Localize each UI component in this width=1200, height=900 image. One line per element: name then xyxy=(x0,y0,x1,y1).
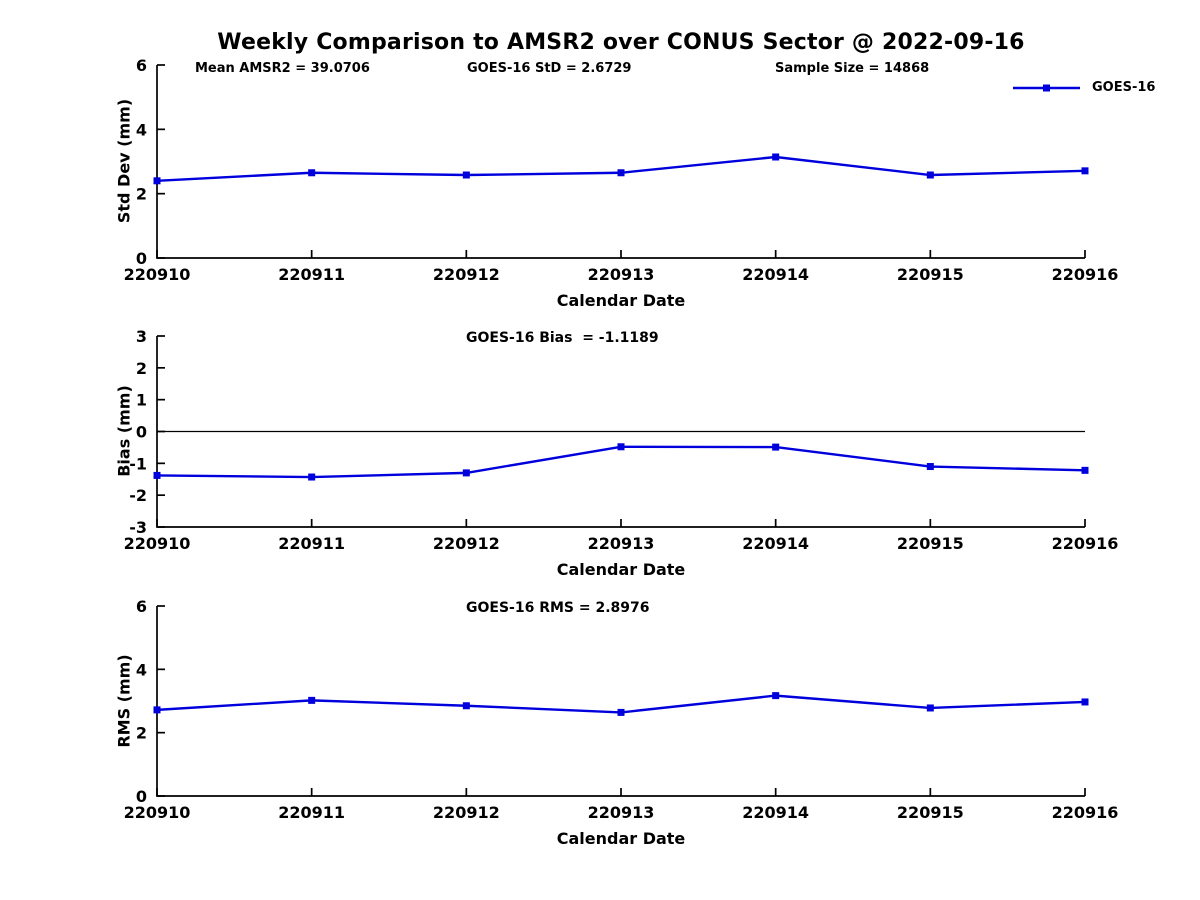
series-marker-GOES-16 xyxy=(1081,698,1089,706)
series-marker-GOES-16 xyxy=(462,469,470,477)
figure-title: Weekly Comparison to AMSR2 over CONUS Se… xyxy=(217,30,1025,55)
x-axis-label-top: Calendar Date xyxy=(556,291,686,310)
y-tick-label: 0 xyxy=(136,249,147,268)
series-marker-GOES-16 xyxy=(926,704,934,712)
x-tick-label: 220912 xyxy=(433,534,500,553)
x-tick-label: 220915 xyxy=(897,534,964,553)
x-tick-label: 220914 xyxy=(742,803,809,822)
series-marker-GOES-16 xyxy=(153,471,161,479)
y-axis-label-rms: RMS (mm) xyxy=(114,654,134,748)
stat-goes16-bias: GOES-16 Bias = -1.1189 xyxy=(466,330,659,346)
stat-mean-amsr2: Mean AMSR2 = 39.0706 xyxy=(195,61,370,76)
stat-goes16-rms: GOES-16 RMS = 2.8976 xyxy=(466,600,650,616)
y-tick-label: -2 xyxy=(129,486,147,505)
y-tick-label: 6 xyxy=(136,597,147,616)
legend-label: GOES-16 xyxy=(1092,80,1156,95)
series-marker-GOES-16 xyxy=(617,169,625,177)
x-tick-label: 220915 xyxy=(897,803,964,822)
series-marker-GOES-16 xyxy=(772,692,780,700)
x-tick-label: 220913 xyxy=(588,265,655,284)
x-tick-label: 220911 xyxy=(278,534,345,553)
y-tick-label: 0 xyxy=(136,423,147,442)
axis-spines xyxy=(156,606,1085,797)
y-tick-label: 2 xyxy=(136,359,147,378)
series-marker-GOES-16 xyxy=(308,473,316,481)
series-line-GOES-16 xyxy=(156,694,1086,714)
series-line-GOES-16 xyxy=(156,155,1086,182)
x-tick-label: 220910 xyxy=(124,534,191,553)
y-tick-label: 0 xyxy=(136,787,147,806)
y-tick-label: 4 xyxy=(136,660,147,679)
y-tick-label: -3 xyxy=(129,518,147,537)
series-marker-GOES-16 xyxy=(772,443,780,451)
y-tick-label: 2 xyxy=(136,185,147,204)
series-marker-GOES-16 xyxy=(926,171,934,179)
x-axis-label-middle: Calendar Date xyxy=(556,560,686,579)
legend: GOES-16 xyxy=(1012,80,1155,95)
x-axis-label-bottom: Calendar Date xyxy=(556,829,686,848)
plot-std-dev: 0 2 4 6 220910 220911 220912 220913 220914 220915… xyxy=(124,56,1119,284)
x-tick-label: 220911 xyxy=(278,265,345,284)
x-tick-label: 220914 xyxy=(742,265,809,284)
x-tick-label: 220916 xyxy=(1052,534,1119,553)
y-tick-label: 2 xyxy=(136,724,147,743)
x-tick-label: 220914 xyxy=(742,534,809,553)
y-tick-label: 4 xyxy=(136,120,147,139)
series-marker-GOES-16 xyxy=(1081,167,1089,175)
y-tick-label: 6 xyxy=(136,56,147,75)
series-marker-GOES-16 xyxy=(1081,466,1089,474)
series-marker-GOES-16 xyxy=(926,463,934,471)
x-tick-label: 220910 xyxy=(124,803,191,822)
x-tick-label: 220916 xyxy=(1052,265,1119,284)
y-tick-label: 3 xyxy=(136,327,147,346)
legend-line-marker-icon xyxy=(1013,84,1080,91)
x-tick-label: 220912 xyxy=(433,803,500,822)
plot-rms: 0 2 4 6 220910 220911 220912 220913 220914 220915… xyxy=(124,597,1119,822)
x-tick-label: 220911 xyxy=(278,803,345,822)
x-tick-label: 220913 xyxy=(588,803,655,822)
stat-goes16-std: GOES-16 StD = 2.6729 xyxy=(467,61,632,76)
series-marker-GOES-16 xyxy=(308,696,316,704)
series-marker-GOES-16 xyxy=(772,153,780,161)
series-marker-GOES-16 xyxy=(462,702,470,710)
y-tick-label: 1 xyxy=(136,391,147,410)
series-marker-GOES-16 xyxy=(462,171,470,179)
axis-spines xyxy=(156,65,1085,259)
x-tick-label: 220912 xyxy=(433,265,500,284)
y-axis-label-bias: Bias (mm) xyxy=(114,385,134,477)
x-tick-label: 220910 xyxy=(124,265,191,284)
series-marker-GOES-16 xyxy=(153,706,161,714)
series-marker-GOES-16 xyxy=(308,169,316,177)
x-tick-label: 220913 xyxy=(588,534,655,553)
y-axis-label-std-dev: Std Dev (mm) xyxy=(114,98,134,224)
x-tick-label: 220915 xyxy=(897,265,964,284)
stat-sample-size: Sample Size = 14868 xyxy=(775,61,930,76)
axis-spines xyxy=(156,336,1085,528)
series-marker-GOES-16 xyxy=(617,708,625,716)
series-marker-GOES-16 xyxy=(617,443,625,451)
x-tick-label: 220916 xyxy=(1052,803,1119,822)
series-marker-GOES-16 xyxy=(153,177,161,185)
series-line-GOES-16 xyxy=(156,445,1086,479)
